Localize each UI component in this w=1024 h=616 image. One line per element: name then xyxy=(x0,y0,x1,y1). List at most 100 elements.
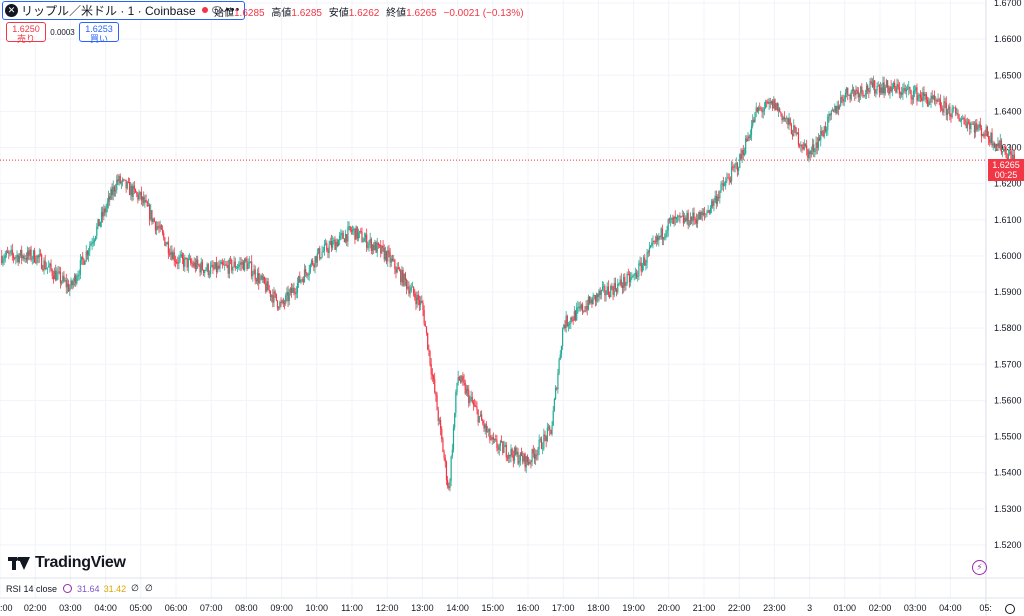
candle-body xyxy=(180,254,182,257)
candle-body xyxy=(347,226,349,242)
candle-body xyxy=(905,89,907,92)
candle-body xyxy=(498,445,500,450)
candle-body xyxy=(734,164,736,168)
candle-body xyxy=(7,251,9,253)
candle-body xyxy=(99,222,101,227)
candle-body xyxy=(510,448,512,457)
candle-body xyxy=(511,448,513,456)
candle-body xyxy=(984,135,986,137)
candle-body xyxy=(25,258,27,260)
symbol-search-box[interactable]: ✕ リップル／米ドル · 1 · Coinbase ••• xyxy=(2,0,246,20)
candle-body xyxy=(477,410,479,423)
candle-body xyxy=(665,233,667,237)
candle-body xyxy=(332,241,334,248)
chart-settings-icon[interactable] xyxy=(1005,604,1015,614)
candle-body xyxy=(756,107,758,112)
rsi-legend[interactable]: RSI 14 close 31.64 31.42 ∅ ∅ xyxy=(6,583,159,594)
candle-body xyxy=(637,275,639,278)
candle-body xyxy=(422,302,424,311)
candle-body xyxy=(85,251,87,261)
candle-body xyxy=(64,280,66,282)
candle-body xyxy=(902,88,904,95)
candle-body xyxy=(421,300,423,303)
candle-body xyxy=(475,405,477,407)
sell-button[interactable]: 1.6250 売り xyxy=(6,22,46,44)
candle-body xyxy=(57,271,59,274)
lightning-icon[interactable]: ⚡ xyxy=(972,560,987,575)
candle-body xyxy=(635,272,638,278)
symbol-bar[interactable]: ✕ リップル／米ドル · 1 · Coinbase ••• xyxy=(2,0,246,20)
candle-body xyxy=(1,255,3,264)
candle-body xyxy=(186,257,188,268)
candle-body xyxy=(977,127,979,130)
candle-body xyxy=(992,143,994,146)
candle-body xyxy=(3,258,5,261)
candle-body xyxy=(213,268,215,270)
indicator-settings-icon[interactable] xyxy=(63,584,73,593)
candle-body xyxy=(109,196,111,200)
candle-body xyxy=(348,226,350,228)
more-icon[interactable]: ••• xyxy=(225,4,241,16)
time-axis-tick: 05:00 xyxy=(130,603,153,613)
candle-body xyxy=(285,295,287,304)
candle-body xyxy=(775,103,777,110)
candle-body xyxy=(975,123,977,133)
candle-body xyxy=(791,133,794,137)
candle-body xyxy=(837,105,839,110)
candle-body xyxy=(782,117,784,121)
eye-icon[interactable] xyxy=(211,6,222,14)
candle-body xyxy=(23,255,25,260)
candle-body xyxy=(783,117,785,120)
candle-body xyxy=(650,245,652,248)
candle-body xyxy=(430,363,432,375)
open-value: 1.6285 xyxy=(234,8,265,19)
candle-body xyxy=(449,480,451,489)
candle-body xyxy=(948,106,950,109)
price-axis-tick: 1.6700 xyxy=(994,0,1022,8)
tradingview-logo[interactable]: TradingView xyxy=(8,554,126,572)
candle-body xyxy=(963,118,965,120)
time-axis-tick: 22:00 xyxy=(728,603,751,613)
candle-body xyxy=(773,99,775,109)
candle-body xyxy=(884,87,886,94)
spread-value: 0.0003 xyxy=(50,27,75,37)
time-axis-tick: 14:00 xyxy=(446,603,469,613)
candle-body xyxy=(638,263,640,276)
candle-body xyxy=(532,449,534,454)
candle-body xyxy=(618,283,620,285)
candle-body xyxy=(445,461,448,480)
time-axis-tick: 15:00 xyxy=(482,603,505,613)
candle-body xyxy=(51,269,53,276)
candle-body xyxy=(229,259,232,261)
candle-body xyxy=(320,257,322,259)
candle-body xyxy=(589,296,591,304)
time-axis-tick: 06:00 xyxy=(165,603,188,613)
candle-body xyxy=(130,185,132,196)
buy-button[interactable]: 1.6253 買い xyxy=(79,22,119,44)
time-axis-tick: 08:00 xyxy=(235,603,258,613)
candle-body xyxy=(72,281,74,286)
candle-body xyxy=(139,191,141,195)
candle-body xyxy=(432,375,435,380)
price-axis-tick: 1.5600 xyxy=(994,395,1022,405)
candle-body xyxy=(294,291,296,294)
candle-body xyxy=(821,130,823,135)
candle-body xyxy=(454,412,456,428)
candle-body xyxy=(397,267,399,270)
candle-body xyxy=(353,228,355,230)
candle-body xyxy=(444,458,446,462)
candle-body xyxy=(219,264,221,269)
candle-body xyxy=(862,91,864,96)
candle-body xyxy=(644,257,646,266)
candle-body xyxy=(868,90,870,92)
candle-body xyxy=(1004,148,1006,150)
candle-body xyxy=(593,295,595,296)
candle-body xyxy=(414,293,416,298)
candle-body xyxy=(267,281,269,291)
candle-body xyxy=(707,210,709,213)
time-axis-tick: 12:00 xyxy=(376,603,399,613)
candle-body xyxy=(19,249,22,256)
candle-body xyxy=(179,256,181,258)
candle-body xyxy=(842,98,844,102)
